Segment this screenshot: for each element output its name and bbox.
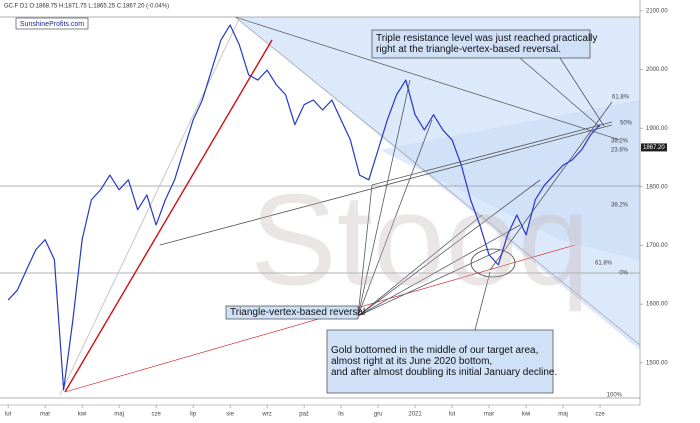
shaded-triangle: [380, 100, 640, 260]
pointer: [357, 179, 541, 317]
fib-label: 50%: [620, 121, 633, 127]
price-line: [7, 24, 601, 391]
pointer: [474, 271, 491, 331]
y-tick-label: 2000.00: [646, 67, 668, 73]
fib-label: 100%: [607, 393, 623, 399]
pointer: [559, 57, 605, 127]
x-tick-label: wrz: [261, 412, 271, 418]
pointer: [357, 184, 373, 317]
x-tick-label: maj: [558, 412, 568, 418]
x-tick-label: paź: [299, 412, 309, 418]
fib-label: 0%: [619, 271, 628, 277]
x-tick-label: sie: [226, 412, 234, 418]
annotation-text: Triple resistance level was just reached…: [376, 33, 597, 44]
y-tick-label: 1900.00: [646, 126, 668, 132]
trendline: [159, 124, 613, 246]
annotation-text: Triangle-vertex-based reversal: [230, 307, 365, 318]
annotation-text: right at the triangle-vertex-based rever…: [376, 44, 561, 55]
annotation-text: and after almost doubling its initial Ja…: [331, 367, 557, 378]
annotation-box: [371, 29, 591, 59]
x-tick-label: kwi: [78, 412, 87, 418]
trendline: [489, 101, 613, 271]
fib-label: 61.8%: [612, 95, 630, 101]
fib-label: 23.6%: [611, 148, 629, 154]
trendlines: [59, 16, 641, 396]
target-ellipse: [470, 248, 516, 278]
x-tick-label: mar: [40, 412, 50, 418]
y-tick-label: 1700.00: [646, 243, 668, 249]
x-tick-label: cze: [595, 412, 605, 418]
x-tick-label: 2021: [408, 412, 422, 418]
x-tick-label: mar: [484, 412, 494, 418]
pointer-lines: [357, 57, 605, 331]
x-tick-label: lip: [190, 412, 197, 418]
red-trendline: [64, 39, 273, 393]
source-box: [15, 17, 89, 30]
x-tick-label: lut: [5, 412, 12, 418]
x-tick-label: maj: [114, 412, 124, 418]
trendline: [371, 121, 613, 186]
price-marker: [641, 143, 667, 152]
pointer: [357, 119, 433, 317]
fib-label: 38.2%: [611, 203, 629, 209]
annotation-box: [225, 305, 359, 320]
y-tick-label: 1800.00: [646, 184, 668, 190]
annotation-text: Gold bottomed in the middle of our targe…: [331, 345, 538, 356]
fib-label: 38.2%: [611, 139, 629, 145]
chart-title: GC.F D1 O:1868.75 H:1871.75 L:1865.25 C:…: [4, 4, 169, 10]
x-tick-label: lis: [338, 412, 344, 418]
fib-label: 61.8%: [595, 261, 613, 267]
y-tick-label: 1500.00: [646, 360, 668, 366]
x-tick-label: cze: [151, 412, 161, 418]
levels: [0, 16, 640, 399]
trendline: [234, 16, 641, 346]
annotation-text: almost right at its June 2020 bottom,: [331, 356, 492, 367]
pointer: [357, 224, 521, 317]
watermark: Stooq: [250, 166, 590, 312]
y-tick-label: 2100.00: [646, 8, 668, 14]
x-tick-label: lut: [449, 412, 456, 418]
pointer: [519, 57, 601, 128]
pointer: [357, 214, 483, 317]
price-marker-label: 1867.20: [643, 145, 665, 151]
pointer: [357, 249, 501, 317]
y-tick-label: 1600.00: [646, 302, 668, 308]
pointer: [357, 79, 411, 317]
x-tick-label: gru: [374, 412, 383, 418]
x-tick-label: kwi: [522, 412, 531, 418]
shaded-area: [235, 17, 640, 350]
source-label: SunshineProfits.com: [20, 21, 84, 28]
annotation-box: [326, 329, 554, 394]
trendline: [234, 16, 621, 141]
